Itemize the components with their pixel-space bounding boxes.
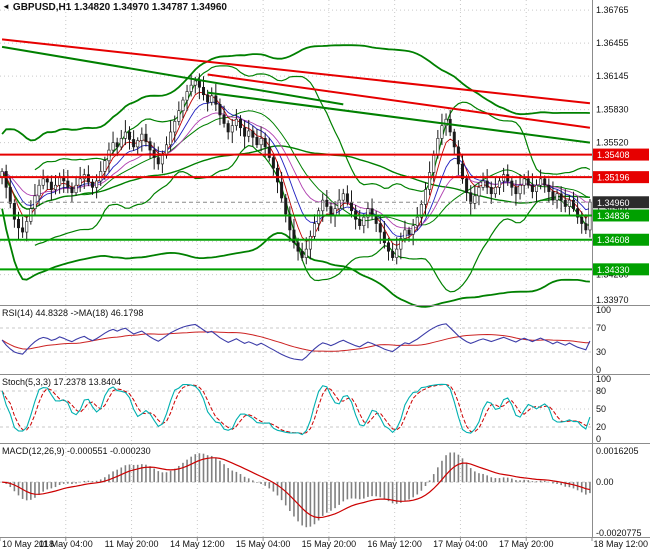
svg-text:1.36455: 1.36455 [596,38,629,48]
svg-text:1.35520: 1.35520 [596,138,629,148]
svg-text:1.36145: 1.36145 [596,71,629,81]
svg-text:16 May 12:00: 16 May 12:00 [367,539,422,549]
svg-text:1.35830: 1.35830 [596,105,629,115]
svg-text:-0.0020775: -0.0020775 [596,528,642,538]
bollinger-bands-layer [1,44,591,308]
svg-text:50: 50 [596,404,606,414]
svg-text:1.33970: 1.33970 [596,295,629,305]
price-badge: 1.35408 [593,148,649,161]
svg-text:1.34608: 1.34608 [597,235,630,245]
svg-text:14 May 12:00: 14 May 12:00 [170,539,225,549]
price-badge: 1.34960 [593,196,649,209]
svg-text:0.0016205: 0.0016205 [596,446,639,456]
svg-text:1.34330: 1.34330 [597,265,630,275]
svg-text:17 May 04:00: 17 May 04:00 [433,539,488,549]
svg-text:1.34960: 1.34960 [597,198,630,208]
svg-text:1.35408: 1.35408 [597,150,630,160]
svg-text:30: 30 [596,347,606,357]
svg-text:1.34900: 1.34900 [596,204,629,214]
svg-text:15 May 04:00: 15 May 04:00 [236,539,291,549]
svg-text:100: 100 [596,305,611,315]
panel-separators [0,0,650,538]
svg-text:20: 20 [596,422,606,432]
svg-text:1.36765: 1.36765 [596,5,629,15]
svg-text:80: 80 [596,386,606,396]
svg-text:10 May 2018: 10 May 2018 [2,539,54,549]
price-badge: 1.34608 [593,233,649,246]
svg-text:0.00: 0.00 [596,477,614,487]
svg-text:17 May 20:00: 17 May 20:00 [499,539,554,549]
svg-text:0: 0 [596,434,601,444]
svg-text:18 May 12:00: 18 May 12:00 [593,539,648,549]
candles-layer [0,73,592,265]
svg-text:1.34836: 1.34836 [597,211,630,221]
svg-text:100: 100 [596,374,611,384]
price-axis[interactable]: 1.367651.364551.361451.358301.355201.352… [593,5,649,538]
indicator-panels-layer [0,323,592,528]
price-badge: 1.35196 [593,171,649,184]
svg-text:0: 0 [596,365,601,375]
svg-text:11 May 20:00: 11 May 20:00 [105,539,159,549]
svg-text:1.35196: 1.35196 [597,173,630,183]
svg-text:15 May 20:00: 15 May 20:00 [302,539,357,549]
svg-text:11 May 04:00: 11 May 04:00 [39,539,93,549]
trendlines-and-levels-layer [0,38,592,271]
price-badge: 1.34836 [593,209,649,222]
svg-text:70: 70 [596,323,606,333]
price-badge: 1.34330 [593,263,649,276]
